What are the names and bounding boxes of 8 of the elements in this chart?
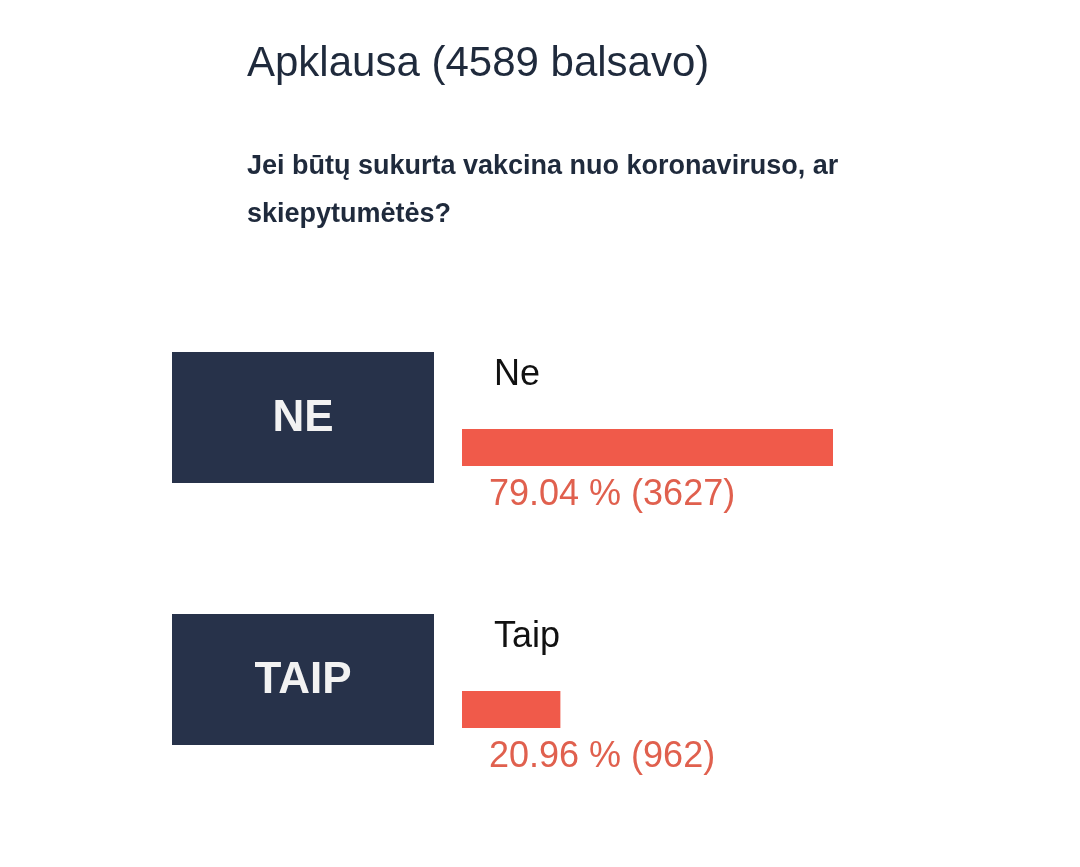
- chart-title: Apklausa (4589 balsavo): [247, 38, 710, 85]
- text: NE: [272, 391, 334, 440]
- text: TAIP: [254, 653, 352, 702]
- data-label: 79.04 % (3627): [489, 472, 736, 513]
- y-tick-label: Ne: [494, 352, 541, 393]
- data-label: 20.96 % (962): [489, 734, 716, 775]
- chart-subtitle: Jei būtų sukurta vakcina nuo koronaviruso, ar skiepytumėtės?: [247, 150, 839, 228]
- y-tick-label: Taip: [494, 614, 561, 655]
